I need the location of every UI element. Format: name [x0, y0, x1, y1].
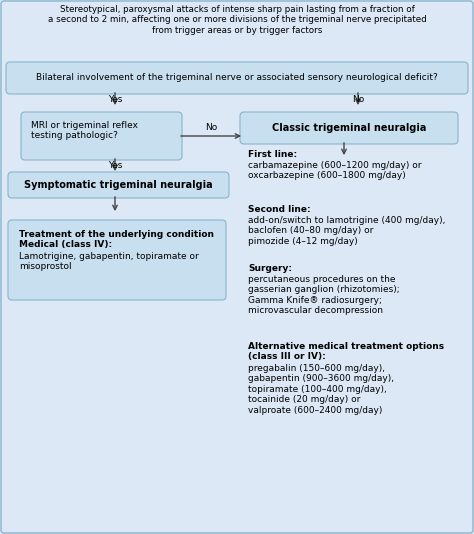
FancyBboxPatch shape [240, 112, 458, 144]
Text: Stereotypical, paroxysmal attacks of intense sharp pain lasting from a fraction : Stereotypical, paroxysmal attacks of int… [47, 5, 427, 35]
Text: Treatment of the underlying condition
Medical (class IV):: Treatment of the underlying condition Me… [19, 230, 214, 249]
Text: Alternative medical treatment options
(class III or IV):: Alternative medical treatment options (c… [248, 342, 444, 362]
Text: percutaneous procedures on the
gasserian ganglion (rhizotomies);
Gamma Knife® ra: percutaneous procedures on the gasserian… [248, 275, 400, 315]
Text: add-on/switch to lamotrigine (400 mg/day),
baclofen (40–80 mg/day) or
pimozide (: add-on/switch to lamotrigine (400 mg/day… [248, 216, 446, 246]
Text: Lamotrigine, gabapentin, topiramate or
misoprostol: Lamotrigine, gabapentin, topiramate or m… [19, 252, 199, 271]
Text: Surgery:: Surgery: [248, 264, 292, 273]
FancyBboxPatch shape [8, 172, 229, 198]
Text: Second line:: Second line: [248, 205, 310, 214]
Text: carbamazepine (600–1200 mg/day) or
oxcarbazepine (600–1800 mg/day): carbamazepine (600–1200 mg/day) or oxcar… [248, 161, 421, 180]
Text: pregabalin (150–600 mg/day),
gabapentin (900–3600 mg/day),
topiramate (100–400 m: pregabalin (150–600 mg/day), gabapentin … [248, 364, 394, 414]
Text: MRI or trigeminal reflex
testing pathologic?: MRI or trigeminal reflex testing patholo… [31, 121, 138, 140]
Text: Yes: Yes [108, 161, 122, 170]
Text: Classic trigeminal neuralgia: Classic trigeminal neuralgia [272, 123, 426, 133]
Text: No: No [352, 96, 364, 105]
Text: Symptomatic trigeminal neuralgia: Symptomatic trigeminal neuralgia [24, 180, 213, 190]
Text: First line:: First line: [248, 150, 297, 159]
FancyBboxPatch shape [8, 220, 226, 300]
Text: Yes: Yes [108, 96, 122, 105]
FancyBboxPatch shape [21, 112, 182, 160]
Text: Bilateral involvement of the trigeminal nerve or associated sensory neurological: Bilateral involvement of the trigeminal … [36, 74, 438, 82]
FancyBboxPatch shape [6, 62, 468, 94]
Text: No: No [205, 123, 217, 132]
